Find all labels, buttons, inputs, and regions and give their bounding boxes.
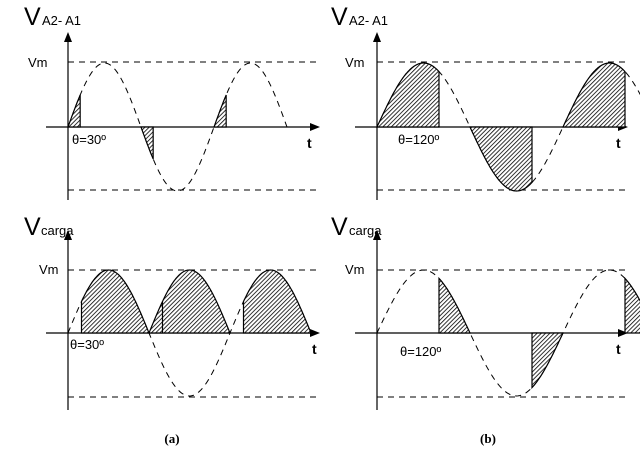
y-axis-arrow: [64, 230, 72, 240]
panel-b-top: V A2- A1 Vm θ=120º t: [331, 3, 640, 200]
y-axis-subscript: carga: [41, 223, 74, 238]
panel-b-bottom: V carga Vm θ=120º t: [331, 213, 640, 410]
x-axis-arrow: [310, 329, 320, 337]
x-axis-arrow: [310, 123, 320, 131]
firing-angle-label: θ=120º: [400, 344, 442, 359]
conduction-area: [376, 62, 626, 192]
vm-label: Vm: [39, 262, 59, 277]
time-axis-label: t: [616, 135, 621, 151]
y-axis-label: V: [24, 213, 41, 241]
vm-label: Vm: [28, 55, 48, 70]
time-axis-label: t: [616, 341, 621, 357]
vm-label: Vm: [345, 262, 365, 277]
sine-wave: [376, 269, 640, 397]
panel-a-bottom: V carga Vm θ=30º t: [24, 213, 320, 410]
y-axis-subscript: carga: [349, 223, 382, 238]
conduction-area: [438, 276, 640, 390]
y-axis-label: V: [24, 3, 41, 31]
conduction-area: [80, 269, 312, 334]
vm-label: Vm: [345, 55, 365, 70]
y-axis-label: V: [331, 3, 348, 31]
y-axis-subscript: A2- A1: [42, 13, 81, 28]
x-axis-arrow: [618, 329, 628, 337]
firing-angle-label: θ=30º: [72, 132, 106, 147]
time-axis-label: t: [312, 341, 317, 357]
y-axis-label: V: [331, 213, 348, 241]
time-axis-label: t: [307, 135, 312, 151]
conduction-area: [67, 94, 227, 160]
firing-angle-label: θ=30º: [70, 337, 104, 352]
firing-angle-label: θ=120º: [398, 132, 440, 147]
panel-a-top: V A2- A1 Vm θ=30º t: [24, 3, 320, 200]
y-axis-arrow: [64, 32, 72, 42]
caption-a: (a): [164, 431, 179, 446]
caption-b: (b): [480, 431, 496, 446]
y-axis-arrow: [373, 230, 381, 240]
y-axis-arrow: [373, 32, 381, 42]
y-axis-subscript: A2- A1: [349, 13, 388, 28]
